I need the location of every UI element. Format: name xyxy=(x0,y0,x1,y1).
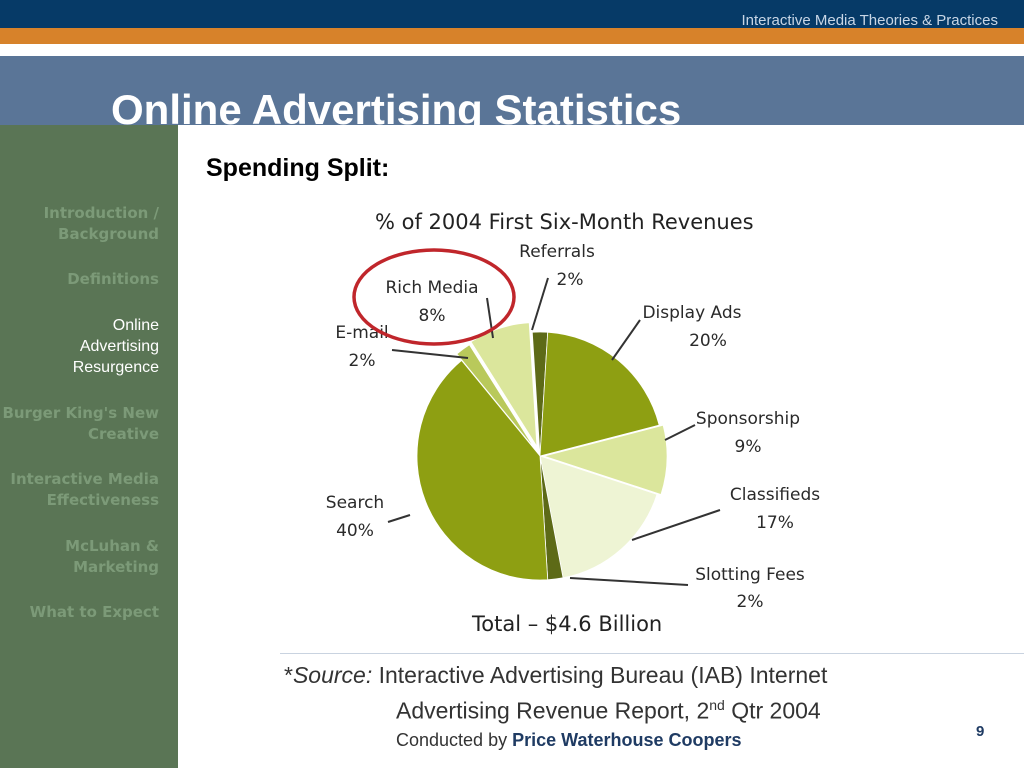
slice-name-slotting-fees: Slotting Fees xyxy=(695,565,805,585)
sidebar-item-line: Advertising xyxy=(79,338,159,355)
source-text-1: Interactive Advertising Bureau (IAB) Int… xyxy=(378,662,828,688)
title-band: Online Advertising Statistics xyxy=(0,56,1024,125)
pie-slice-display-ads xyxy=(539,331,660,457)
source-label: Source: xyxy=(292,662,373,688)
course-title: Interactive Media Theories & Practices xyxy=(741,12,998,29)
sidebar-item-2[interactable]: Definitions xyxy=(67,269,159,290)
source-asterisk: * xyxy=(284,662,293,688)
sidebar-item-line: Resurgence xyxy=(72,359,159,376)
divider-line xyxy=(280,653,1024,654)
leader-line-sponsorship xyxy=(664,424,696,441)
slide-subtitle: Spending Split: xyxy=(206,154,390,182)
highlight-circle xyxy=(352,248,516,346)
sidebar-item-line: Creative xyxy=(88,425,159,443)
chart-total: Total – $4.6 Billion xyxy=(471,612,662,636)
source-text-2: Advertising Revenue Report, 2 xyxy=(396,697,710,724)
slice-name-search: Search xyxy=(326,493,384,513)
sidebar-item-line: Introduction / xyxy=(43,204,159,222)
header-band xyxy=(0,0,1024,28)
sidebar-item-6[interactable]: McLuhan & Marketing xyxy=(65,536,159,578)
sidebar-item-line: Definitions xyxy=(67,270,159,288)
orange-accent-band xyxy=(0,28,1024,44)
sidebar-item-line: McLuhan & xyxy=(65,537,159,555)
slice-name-rich-media: Rich Media xyxy=(385,278,478,298)
conducted-by: Conducted by Price Waterhouse Coopers xyxy=(396,730,742,751)
slice-value-slotting-fees: 2% xyxy=(737,592,764,612)
conducted-prefix: Conducted by xyxy=(396,730,508,750)
header-gap xyxy=(0,44,1024,56)
leader-line-classifieds xyxy=(631,509,721,541)
slice-name-referrals: Referrals xyxy=(519,242,595,262)
sidebar-item-line: What to Expect xyxy=(29,603,159,621)
leader-line-search xyxy=(387,514,411,523)
pie-slice-classifieds xyxy=(539,455,658,579)
slice-name-display-ads: Display Ads xyxy=(642,303,741,323)
slice-value-referrals: 2% xyxy=(557,270,584,290)
slice-value-classifieds: 17% xyxy=(756,513,794,533)
leader-line-e-mail xyxy=(391,349,469,359)
pie-slice-search xyxy=(416,359,549,581)
leader-line-slotting-fees xyxy=(569,577,689,586)
pie-slice-sponsorship xyxy=(542,424,668,495)
source-line-1: *Source: Interactive Advertising Bureau … xyxy=(284,660,827,690)
slide-title: Online Advertising Statistics xyxy=(111,86,682,125)
source-line-2: Advertising Revenue Report, 2nd Qtr 2004 xyxy=(396,690,821,726)
conducted-company: Price Waterhouse Coopers xyxy=(512,730,742,750)
sidebar-item-5[interactable]: Interactive Media Effectiveness xyxy=(10,469,159,511)
sidebar-item-line: Online xyxy=(112,317,159,334)
sidebar-item-line: Effectiveness xyxy=(46,491,159,509)
leader-line-referrals xyxy=(531,277,549,331)
slice-name-sponsorship: Sponsorship xyxy=(696,409,800,429)
sidebar-item-line: Interactive Media xyxy=(10,470,159,488)
sidebar-item-4[interactable]: Burger King's New Creative xyxy=(2,403,159,445)
page-number: 9 xyxy=(976,723,985,740)
chart-title: % of 2004 First Six-Month Revenues xyxy=(375,210,754,234)
slice-name-classifieds: Classifieds xyxy=(730,485,820,505)
pie-chart: % of 2004 First Six-Month Revenues Referr… xyxy=(300,200,820,645)
slice-value-e-mail: 2% xyxy=(349,351,376,371)
sidebar-item-1[interactable]: Introduction / Background xyxy=(44,203,159,245)
sidebar-item-line: Burger King's New xyxy=(2,404,159,422)
slice-value-sponsorship: 9% xyxy=(735,437,762,457)
sidebar-item-line: Marketing xyxy=(73,558,159,576)
slice-value-display-ads: 20% xyxy=(689,331,727,351)
leader-line-display-ads xyxy=(611,319,641,361)
sidebar-item-3[interactable]: Online Advertising Resurgence xyxy=(73,315,159,378)
sidebar-nav: Introduction / Background Definitions Onlin… xyxy=(0,125,178,768)
source-text-2-end: Qtr 2004 xyxy=(731,697,821,724)
sidebar-item-line: Background xyxy=(58,225,159,243)
pie-slice-e-mail xyxy=(456,344,536,450)
slice-value-search: 40% xyxy=(336,521,374,541)
slice-value-rich-media: 8% xyxy=(419,306,446,326)
pie-slice-rich-media xyxy=(470,322,538,447)
sidebar-item-7[interactable]: What to Expect xyxy=(30,602,159,623)
pie-chart-svg: % of 2004 First Six-Month Revenues Referr… xyxy=(326,210,820,636)
source-ordinal: nd xyxy=(709,697,725,713)
